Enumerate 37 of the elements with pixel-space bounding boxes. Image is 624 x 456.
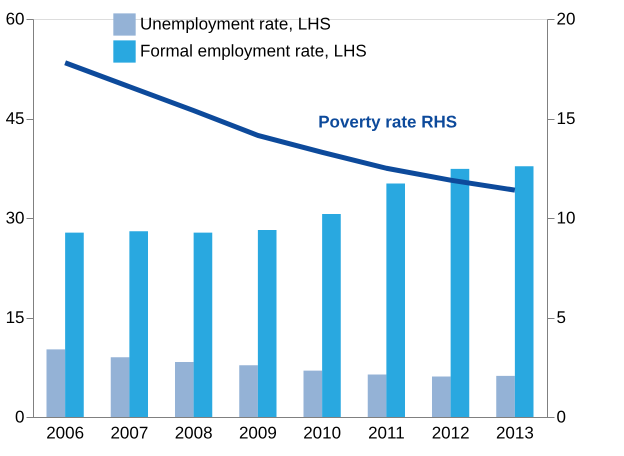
x-tick-label: 2013 <box>496 424 534 442</box>
bar <box>46 349 66 417</box>
bar <box>110 357 130 417</box>
y-tick-label: 0 <box>15 408 24 426</box>
bar <box>450 168 470 417</box>
x-tick-label: 2009 <box>238 424 277 442</box>
x-tick-label: 2012 <box>432 424 470 442</box>
y-tick-label: 60 <box>6 10 24 28</box>
bar <box>129 231 148 417</box>
y2-tick-label: 5 <box>556 308 566 327</box>
legend-label: Formal employment rate, LHS <box>140 42 367 60</box>
bar <box>386 184 406 417</box>
y-tick-label: 30 <box>6 208 24 228</box>
bar <box>239 365 258 417</box>
y-tick-label: 15 <box>6 308 24 327</box>
y-tick-label: 45 <box>6 109 24 128</box>
series-label: Poverty rate RHS <box>318 112 458 132</box>
bar <box>65 232 84 417</box>
x-tick-label: 2010 <box>303 424 342 442</box>
bar <box>432 376 451 417</box>
bar <box>194 232 212 417</box>
bar <box>496 376 515 417</box>
y2-tick-label: 20 <box>556 10 576 28</box>
y2-tick-label: 0 <box>556 408 566 426</box>
bar <box>514 166 534 417</box>
legend-label: Unemployment rate, LHS <box>140 14 331 34</box>
bar <box>258 230 277 417</box>
y2-tick-label: 10 <box>556 208 576 228</box>
x-tick-label: 2007 <box>110 424 148 442</box>
y2-tick-label: 15 <box>556 109 576 128</box>
x-tick-label: 2008 <box>174 424 213 442</box>
bar <box>322 214 341 417</box>
bar <box>368 374 386 417</box>
x-tick-label: 2006 <box>46 424 84 442</box>
bar <box>303 370 322 417</box>
bar <box>174 362 194 417</box>
x-tick-label: 2011 <box>368 424 405 442</box>
